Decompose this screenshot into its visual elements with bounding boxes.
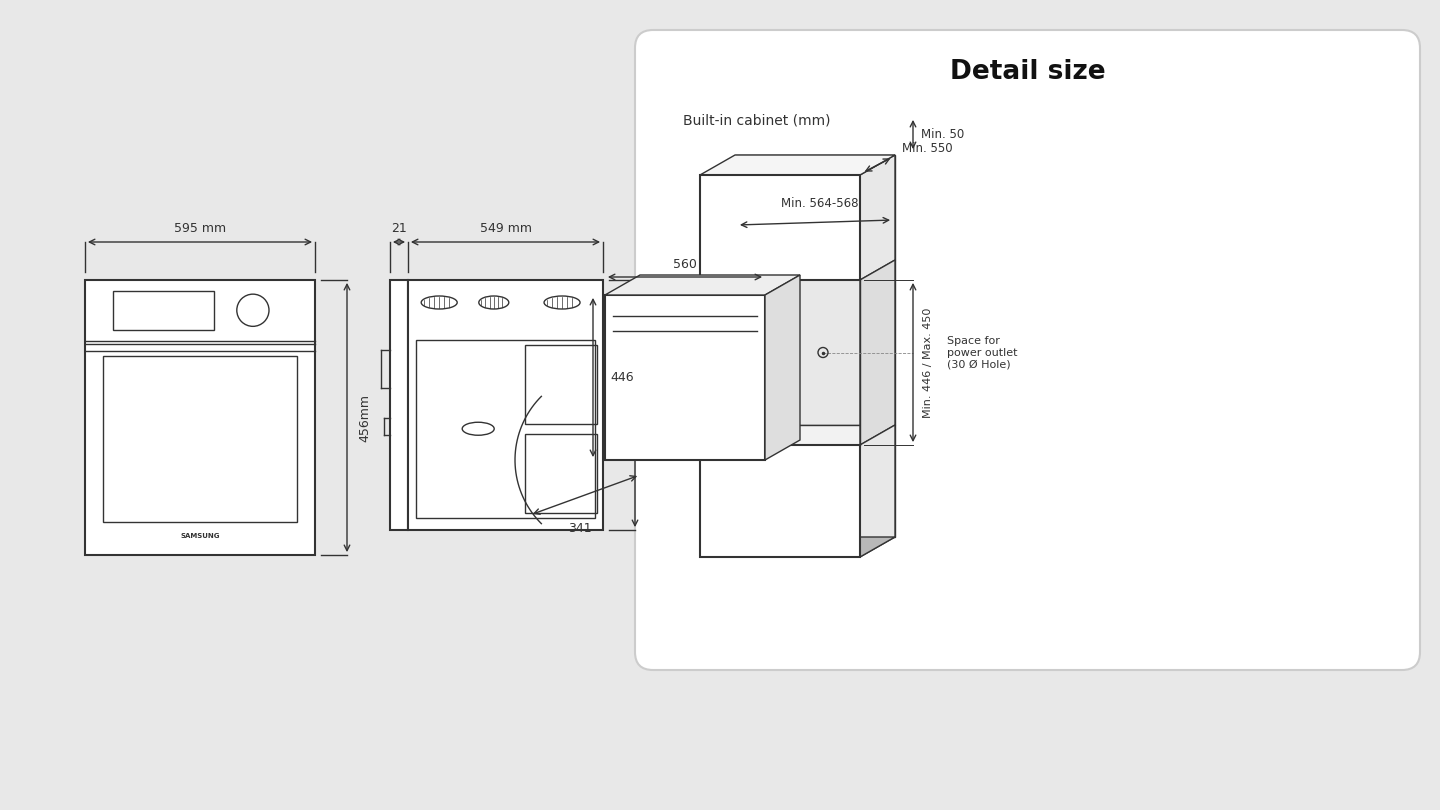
- Text: Min. 50: Min. 50: [922, 128, 965, 141]
- Polygon shape: [734, 155, 896, 260]
- Text: 560: 560: [672, 258, 697, 271]
- Text: Built-in cabinet (mm): Built-in cabinet (mm): [683, 113, 831, 127]
- Polygon shape: [104, 356, 297, 522]
- Polygon shape: [700, 537, 896, 557]
- Polygon shape: [408, 280, 603, 530]
- Polygon shape: [860, 425, 896, 557]
- Text: 549 mm: 549 mm: [480, 223, 531, 236]
- Text: Min. 550: Min. 550: [901, 143, 952, 156]
- Text: Min. 446 / Max. 450: Min. 446 / Max. 450: [923, 307, 933, 418]
- Polygon shape: [700, 175, 860, 280]
- Text: 595 mm: 595 mm: [174, 223, 226, 236]
- Polygon shape: [700, 445, 860, 557]
- FancyBboxPatch shape: [635, 30, 1420, 670]
- Text: Detail size: Detail size: [950, 59, 1106, 85]
- Text: 446: 446: [611, 371, 634, 384]
- Text: 456mm: 456mm: [359, 394, 372, 441]
- Text: 341: 341: [569, 522, 592, 535]
- Polygon shape: [734, 425, 896, 537]
- Polygon shape: [734, 260, 896, 425]
- Text: Space for
power outlet
(30 Ø Hole): Space for power outlet (30 Ø Hole): [948, 336, 1018, 369]
- Polygon shape: [860, 155, 896, 280]
- Circle shape: [236, 294, 269, 326]
- Polygon shape: [85, 280, 315, 555]
- Polygon shape: [765, 275, 801, 460]
- Polygon shape: [700, 155, 896, 175]
- Polygon shape: [605, 295, 765, 460]
- Text: 446mm: 446mm: [647, 381, 660, 429]
- Polygon shape: [860, 260, 896, 445]
- Text: 21: 21: [392, 223, 408, 236]
- Polygon shape: [605, 275, 801, 295]
- Polygon shape: [390, 280, 408, 530]
- Text: SAMSUNG: SAMSUNG: [180, 533, 220, 539]
- Text: Min. 564-568: Min. 564-568: [782, 197, 858, 210]
- Polygon shape: [112, 291, 213, 330]
